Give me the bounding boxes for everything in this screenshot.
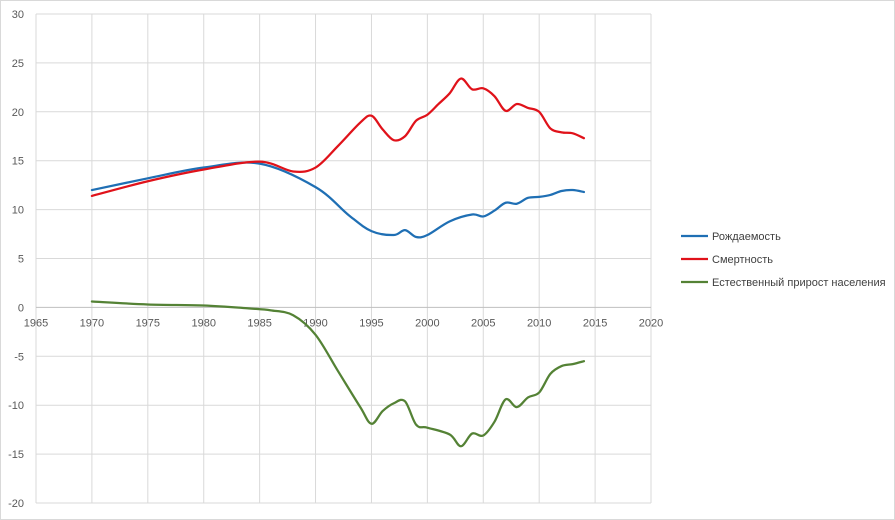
gridlines bbox=[35, 13, 652, 504]
axes: -20 -15 -10 -5 0 5 10 15 20 25 30 1965 1970 1975 1980 1… bbox=[8, 9, 663, 510]
legend-label-3: Естественный прирост населения bbox=[712, 277, 886, 289]
x-tick-label: 1980 bbox=[191, 317, 215, 329]
y-tick-label: -5 bbox=[14, 351, 24, 363]
x-tick-label: 1995 bbox=[359, 317, 383, 329]
y-tick-label: 15 bbox=[12, 156, 24, 168]
x-tick-label: 1990 bbox=[303, 317, 327, 329]
x-tick-label: 2015 bbox=[583, 317, 607, 329]
y-tick-label: 10 bbox=[12, 205, 24, 217]
y-tick-label: -15 bbox=[8, 449, 24, 461]
x-tick-label: 2020 bbox=[639, 317, 663, 329]
y-tick-label: 20 bbox=[12, 107, 24, 119]
legend-label-2: Смертность bbox=[712, 254, 773, 266]
y-tick-label: 30 bbox=[12, 9, 24, 21]
x-tick-label: 2000 bbox=[415, 317, 439, 329]
series-line-2 bbox=[90, 77, 586, 198]
y-tick-label: 0 bbox=[18, 302, 24, 314]
y-tick-label: -20 bbox=[8, 498, 24, 510]
x-tick-label: 2010 bbox=[527, 317, 551, 329]
y-tick-label: 5 bbox=[18, 254, 24, 266]
x-tick-label: 2005 bbox=[471, 317, 495, 329]
series-line-3 bbox=[90, 300, 586, 448]
x-tick-label: 1970 bbox=[80, 317, 104, 329]
y-tick-label: -10 bbox=[8, 400, 24, 412]
x-tick-label: 1965 bbox=[24, 317, 48, 329]
legend-label-1: Рождаемость bbox=[712, 231, 781, 243]
series-line-1 bbox=[90, 161, 586, 239]
legend: Рождаемость Смертность Естественный прирос… bbox=[681, 231, 886, 289]
x-tick-label: 1975 bbox=[136, 317, 160, 329]
y-tick-label: 25 bbox=[12, 58, 24, 70]
series-lines bbox=[90, 77, 586, 448]
x-tick-label: 1985 bbox=[247, 317, 271, 329]
